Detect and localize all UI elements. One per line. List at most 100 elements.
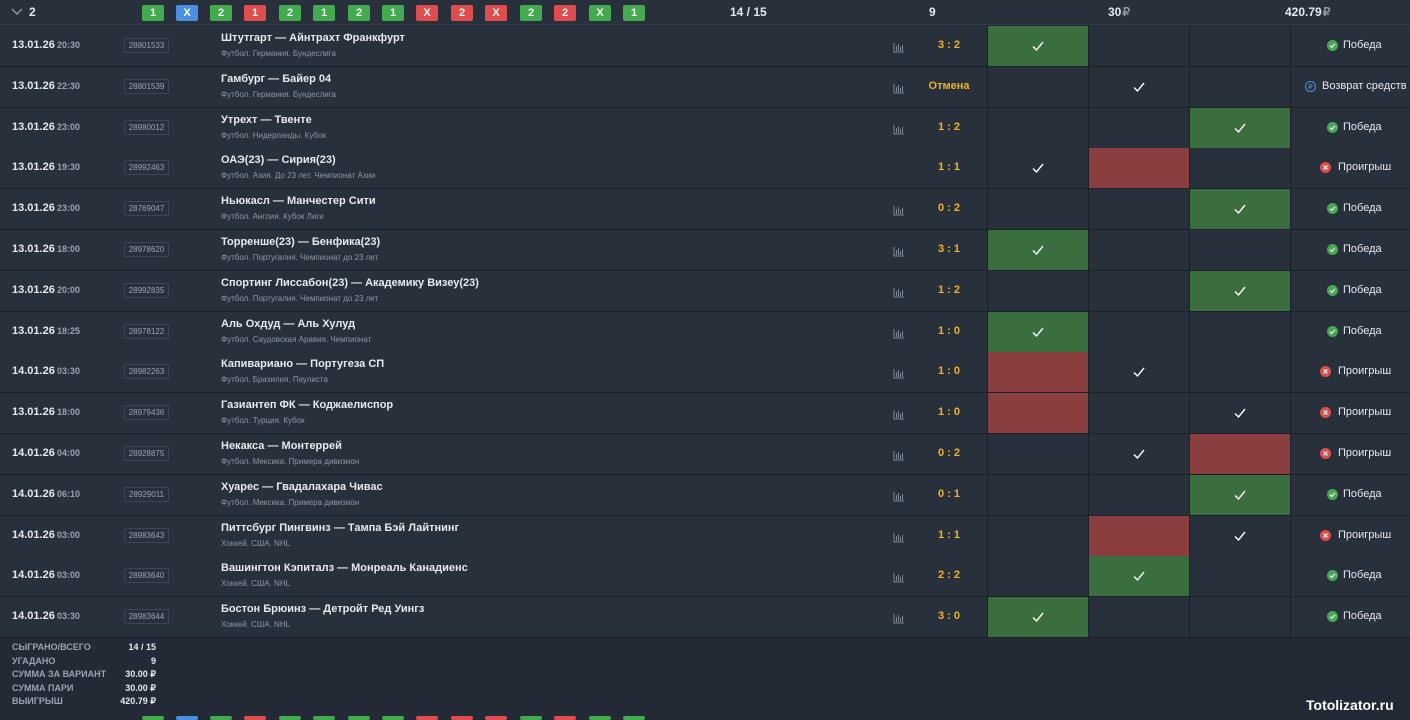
- match-title[interactable]: Гамбург — Байер 04: [221, 72, 332, 85]
- outcome-badge-11: X: [485, 5, 507, 21]
- outcome-cell-1: [987, 515, 1088, 556]
- stats-icon[interactable]: [893, 122, 905, 135]
- stats-icon[interactable]: [893, 489, 905, 502]
- match-title[interactable]: Некакса — Монтеррей: [221, 440, 342, 452]
- outcome-badge-bottom-5: [279, 716, 301, 720]
- match-score: 1 : 0: [937, 324, 960, 337]
- match-title[interactable]: Бостон Брюинз — Детройт Ред Уингз: [221, 603, 425, 616]
- result-label: Проигрыш: [1338, 528, 1392, 541]
- stats-icon[interactable]: [893, 203, 905, 216]
- stats-icon[interactable]: [893, 570, 905, 583]
- stats-icon[interactable]: [893, 244, 905, 257]
- summary-row: СУММА ПАРИ 30.00 ₽: [12, 683, 162, 697]
- match-title[interactable]: Ньюкасл — Манчестер Сити: [221, 195, 376, 208]
- match-score: 1 : 2: [937, 283, 960, 296]
- stats-icon[interactable]: [893, 611, 905, 624]
- event-id: 28983643: [124, 527, 169, 543]
- outcome-badge-bottom-1: [142, 716, 164, 720]
- summary-label: СУММА ЗА ВАРИАНТ: [12, 669, 107, 679]
- table-row: 14.01.26 06:10 28929011 Хуарес — Гвадалахар…: [0, 474, 1410, 516]
- stats-icon[interactable]: [893, 448, 905, 461]
- match-title[interactable]: Торренше(23) — Бенфика(23): [221, 236, 381, 248]
- watermark: Totolizator.ru: [1306, 697, 1394, 713]
- outcome-cell-x: [1088, 434, 1189, 474]
- summary-value: 30.00 ₽: [125, 682, 156, 693]
- match-title[interactable]: Штутгарт — Айнтрахт Франкфурт: [221, 32, 405, 44]
- league-name: Хоккей. США. NHL: [221, 620, 291, 630]
- match-title[interactable]: Хуарес — Гвадалахара Чивас: [221, 480, 383, 493]
- stats-icon[interactable]: [893, 407, 905, 420]
- match-title[interactable]: Капивариано — Португеза СП: [221, 358, 385, 371]
- outcome-badge-bottom-4: [244, 716, 266, 720]
- result-label: Победа: [1343, 324, 1382, 337]
- outcome-cell-x: [1088, 230, 1189, 270]
- result-label: Победа: [1343, 610, 1382, 623]
- summary-value: 30.00 ₽: [125, 669, 156, 679]
- outcome-cell-x: [1088, 311, 1189, 352]
- outcome-cell-2: [1189, 434, 1290, 474]
- check-circle-icon: [1327, 203, 1338, 215]
- outcome-badge-7: 2: [348, 5, 370, 21]
- match-date: 13.01.26: [12, 243, 55, 255]
- result-cell: Проигрыш: [1290, 352, 1410, 393]
- league-name: Футбол. Бразилия. Паулиста: [221, 375, 328, 385]
- stats-icon[interactable]: [893, 285, 905, 298]
- result-label: Победа: [1343, 569, 1382, 582]
- result-cell: Победа: [1290, 597, 1410, 638]
- check-circle-icon: [1327, 611, 1338, 623]
- outcome-badge-12: 2: [520, 5, 542, 21]
- summary-row: ВЫИГРЫШ 420.79 ₽: [12, 696, 162, 710]
- stats-icon[interactable]: [893, 326, 905, 339]
- match-date: 14.01.26: [12, 569, 55, 582]
- cross-circle-icon: [1320, 529, 1331, 541]
- summary-value: 9: [150, 655, 156, 666]
- table-row: 14.01.26 03:30 28982263 Капивариано — Порту…: [0, 352, 1410, 394]
- match-title[interactable]: ОАЭ(23) — Сирия(23): [221, 154, 336, 167]
- outcome-cell-1: [987, 270, 1088, 311]
- result-cell: Победа: [1290, 26, 1410, 66]
- match-title[interactable]: Спортинг Лиссабон(23) — Академику Визеу(…: [221, 276, 479, 289]
- match-time: 20:30: [57, 40, 81, 50]
- chevron-down-icon[interactable]: [11, 3, 25, 19]
- stats-icon[interactable]: [893, 366, 905, 379]
- result-label: Проигрыш: [1338, 406, 1392, 419]
- result-cell: Победа: [1290, 270, 1410, 311]
- match-time: 06:10: [57, 488, 81, 499]
- result-label: Возврат средств: [1322, 79, 1407, 92]
- check-circle-icon: [1327, 325, 1338, 337]
- match-title[interactable]: Питтсбург Пингвинз — Тампа Бэй Лайтнинг: [221, 521, 460, 534]
- match-title[interactable]: Аль Охдуд — Аль Хулуд: [221, 317, 356, 330]
- result-label: Проигрыш: [1338, 365, 1392, 378]
- result-label: Победа: [1343, 487, 1382, 500]
- check-icon: [1031, 161, 1045, 174]
- match-score: 1 : 0: [937, 365, 960, 378]
- match-title[interactable]: Утрехт — Твенте: [221, 113, 312, 126]
- table-row: 14.01.26 04:00 28928875 Некакса — Монтеррей…: [0, 434, 1410, 475]
- match-title[interactable]: Газиантеп ФК — Коджаелиспор: [221, 399, 394, 412]
- match-time: 23:00: [57, 203, 81, 214]
- outcome-badge-bottom-9: [416, 716, 438, 720]
- match-score: 3 : 0: [937, 610, 960, 623]
- league-name: Хоккей. США. NHL: [221, 579, 291, 589]
- outcome-badge-bottom-12: [520, 716, 542, 720]
- result-cell: Победа: [1290, 474, 1410, 515]
- table-row: 13.01.26 18:25 28978122 Аль Охдуд — Аль Хул…: [0, 311, 1410, 353]
- summary-panel: СЫГРАНО/ВСЕГО 14 / 15 УГАДАНО 9 СУММА ЗА ВАР…: [12, 642, 162, 710]
- stats-icon[interactable]: [893, 530, 905, 543]
- match-time: 03:30: [57, 611, 81, 622]
- match-title[interactable]: Вашингтон Кэпиталз — Монреаль Канадиенс: [221, 562, 468, 575]
- stats-icon[interactable]: [893, 40, 905, 53]
- outcome-cell-1: [987, 311, 1088, 352]
- check-icon: [1031, 39, 1045, 52]
- outcome-cell-x: [1088, 189, 1189, 230]
- outcome-cell-2: [1189, 352, 1290, 393]
- match-score: 1 : 1: [937, 528, 960, 541]
- outcome-cell-2: [1189, 230, 1290, 270]
- league-name: Футбол. Мексика. Примера дивизион: [221, 457, 360, 466]
- stats-icon[interactable]: [893, 81, 905, 94]
- table-row: 13.01.26 20:00 28992835 Спортинг Лиссабон(2…: [0, 270, 1410, 312]
- outcome-cell-x: [1088, 107, 1189, 148]
- match-time: 23:00: [57, 121, 81, 132]
- outcome-cell-x: [1088, 597, 1189, 638]
- summary-label: СУММА ПАРИ: [12, 682, 74, 693]
